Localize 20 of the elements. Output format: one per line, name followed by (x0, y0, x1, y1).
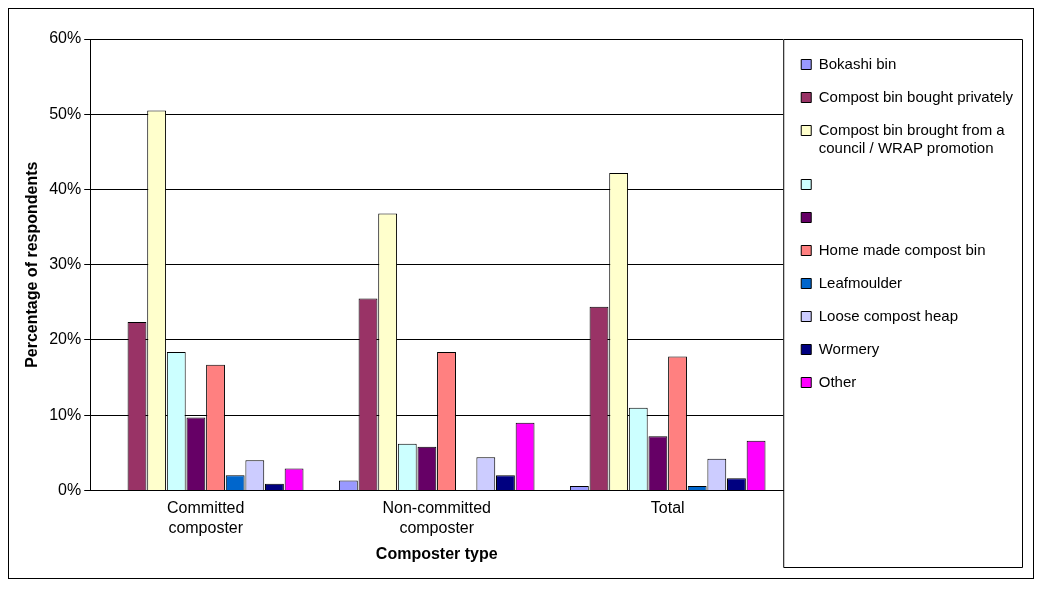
y-tick-label: 20% (49, 330, 82, 348)
y-tick-label: 50% (49, 104, 82, 122)
legend-label: Compost bin brought from a council / WRAP promotion (818, 120, 1006, 156)
legend-label: Loose compost heap (818, 306, 958, 324)
legend-label: Leafmoulder (818, 273, 903, 291)
x-tick-label: Total (650, 499, 685, 517)
x-tick-label: Non-committed composter (382, 499, 491, 536)
legend-label: Compost bin bought privately (818, 87, 1014, 105)
y-tick-label: 60% (49, 29, 82, 47)
y-tick-label: 10% (49, 405, 82, 423)
legend-label: Bokashi bin (818, 54, 897, 72)
legend-label: Wormery (818, 339, 880, 357)
x-axis-title: Composter type (375, 544, 498, 562)
y-tick-label: 40% (49, 179, 82, 197)
y-tick-label: 30% (49, 255, 82, 273)
x-tick-label: Committed composter (167, 499, 245, 536)
y-axis-title: Percentage of respondents (23, 161, 41, 368)
y-tick-label: 0% (58, 480, 82, 498)
legend-label: Home made compost bin (818, 240, 986, 258)
legend-label: Other (818, 372, 857, 390)
